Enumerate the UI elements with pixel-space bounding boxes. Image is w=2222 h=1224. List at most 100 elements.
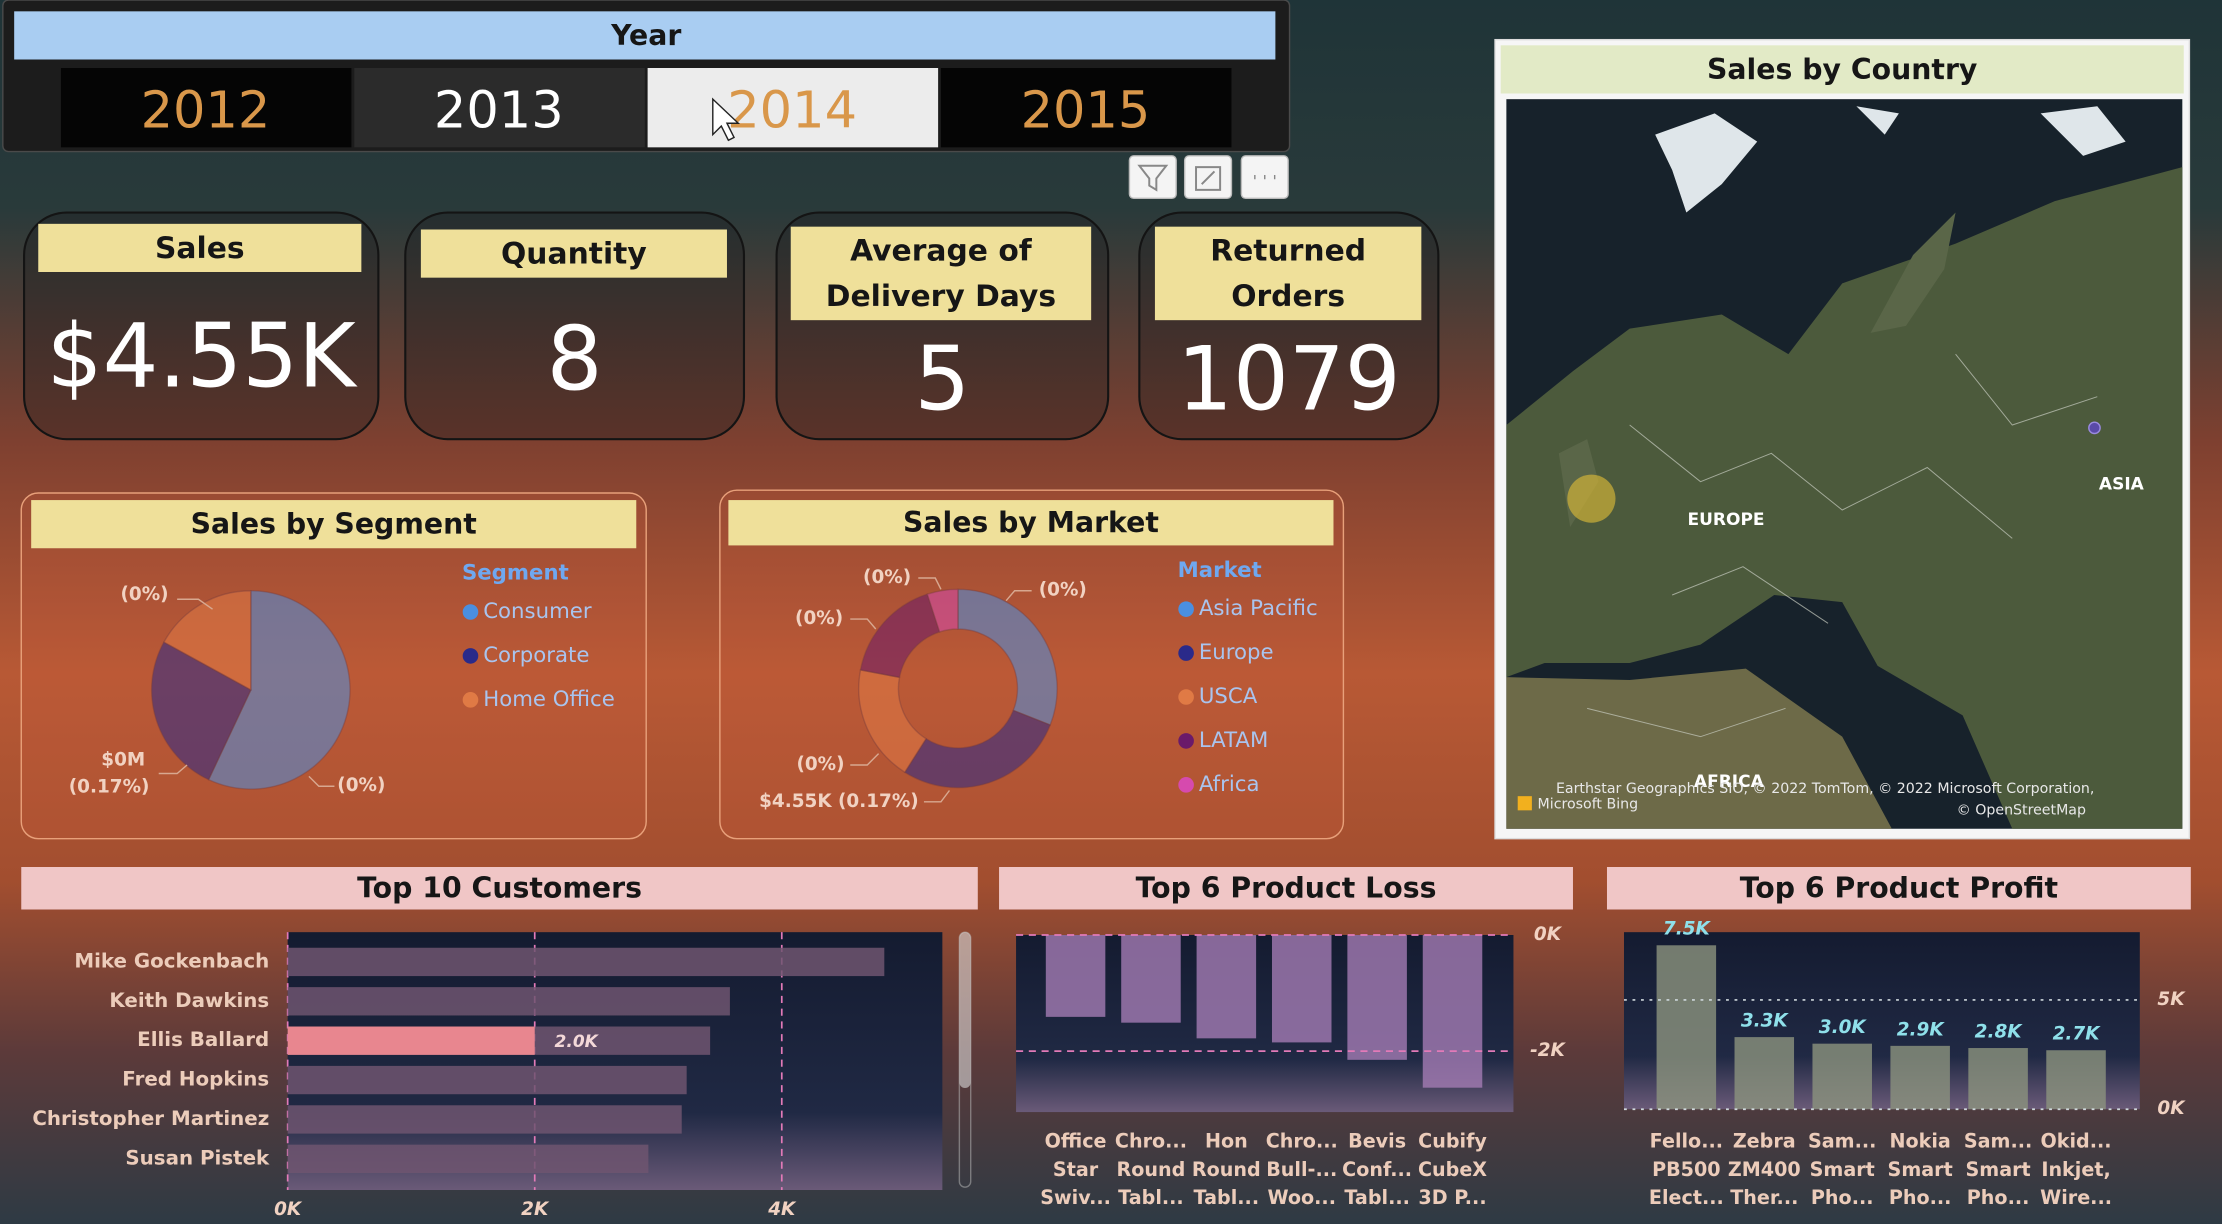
visual-header [21, 867, 978, 910]
legend-dot [462, 692, 479, 708]
borders [1587, 353, 2098, 738]
leader-line [850, 618, 877, 630]
x-category-label-box: Fello... PB500 Elect... [1649, 1131, 1724, 1210]
x-category-label-box: Office Star Swiv... [1040, 1130, 1111, 1210]
x-tick-label: 4K [767, 1199, 797, 1220]
x-category-label: Sam... Smart Pho... [1963, 1130, 2033, 1210]
bar [1121, 935, 1181, 1023]
land [1506, 167, 2183, 829]
kpi-value: 8 [547, 307, 603, 410]
kpi-label-bg [1154, 226, 1422, 321]
year-option: 2014 [727, 81, 857, 140]
legend-label: USCA [1199, 684, 1258, 709]
year-button[interactable] [354, 68, 645, 148]
bar [1734, 1037, 1795, 1110]
visual-header [31, 500, 637, 549]
legend-dot [462, 648, 479, 664]
leader-line [177, 598, 213, 610]
map-label: ASIA [2099, 475, 2145, 495]
slice [858, 669, 928, 774]
legend-dot [462, 604, 479, 620]
slice [162, 590, 252, 692]
data-label: $4.55K (0.17%) [759, 791, 919, 812]
slicer-header [14, 11, 1276, 60]
visual-title: Top 6 Product Loss [1136, 872, 1437, 905]
y-tick-label: -2K [1530, 1040, 1566, 1061]
bar [1422, 935, 1483, 1088]
x-category-label-box: Cubify CubeX 3D P... [1418, 1131, 1487, 1210]
data-label: 7.5K [1663, 919, 1712, 940]
x-category-label: Office Star Swiv... [1040, 1130, 1111, 1210]
bar [1812, 1043, 1872, 1110]
x-category-label: Okid... Inkjet, Wire... [2040, 1130, 2112, 1210]
kpi-label-bg [790, 226, 1092, 321]
bar [1045, 935, 1106, 1017]
data-label: (0%) [121, 584, 169, 605]
bar [2046, 1050, 2106, 1110]
legend-dot [1178, 733, 1194, 749]
y-category-label: Ellis Ballard [137, 1028, 269, 1051]
legend-label: Corporate [483, 643, 589, 668]
map-attribution: Microsoft Bing [1538, 797, 1639, 813]
icon-glyph [1137, 164, 1169, 192]
data-label: 2.0K [555, 1032, 600, 1052]
x-category-label-box: Okid... Inkjet, Wire... [2040, 1130, 2112, 1210]
kpi-value: $4.55K [47, 305, 358, 408]
bing-logo [1517, 796, 1532, 811]
legend-label: Africa [1199, 772, 1260, 797]
data-label: (0%) [863, 567, 911, 588]
slice [903, 709, 1052, 789]
x-category-label: Chro... Round Tabl... [1114, 1130, 1187, 1210]
kpi-label-box: Returned Orders [1210, 233, 1367, 314]
y-category-label: Keith Dawkins [109, 989, 269, 1012]
land [1506, 668, 1892, 829]
scroll-thumb[interactable] [959, 932, 971, 1088]
visual-title: Sales by Market [903, 506, 1159, 539]
kpi-label: Returned Orders [1210, 233, 1367, 314]
bar [287, 987, 730, 1016]
slice [150, 641, 252, 781]
data-label: (0%) [795, 608, 843, 629]
bar [287, 1065, 687, 1095]
map-attribution: Earthstar Geographics SIO, © 2022 TomTom… [1556, 781, 2094, 797]
x-category-label: Sam... Smart Pho... [1807, 1130, 1877, 1210]
slice [859, 593, 941, 679]
map-attribution: © OpenStreetMap [1957, 802, 2086, 818]
year-button[interactable] [647, 68, 939, 148]
bar [1890, 1045, 1950, 1110]
visual-title: Top 6 Product Profit [1740, 872, 2058, 905]
icon-glyph [1195, 166, 1222, 191]
visual-header [999, 867, 1573, 910]
bar [1656, 945, 1717, 1110]
visual-header [1606, 867, 2191, 910]
visual-icon[interactable] [1128, 155, 1177, 200]
data-label: $0M [101, 750, 145, 771]
x-category-label-box: Hon Round Tabl... [1192, 1131, 1261, 1210]
map-bubble [2088, 421, 2101, 435]
y-tick-label: 0K [1534, 924, 1563, 945]
x-tick-label: 2K [521, 1199, 550, 1220]
map-label: AFRICA [1694, 772, 1765, 792]
cursor [712, 97, 741, 142]
year-button[interactable] [60, 68, 352, 148]
legend-dot [1178, 777, 1194, 793]
slice [207, 590, 351, 790]
x-category-label: Chro... Bull-... Woo... [1265, 1130, 1338, 1210]
y-category-label: Mike Gockenbach [74, 949, 269, 972]
legend-label: Asia Pacific [1199, 596, 1318, 621]
year-option: 2013 [434, 81, 564, 140]
data-label: (0.17%) [69, 777, 150, 798]
x-category-label-box: Sam... Smart Pho... [1807, 1130, 1877, 1210]
legend-label: LATAM [1199, 728, 1268, 753]
legend-dot [1178, 601, 1194, 617]
data-label: (0%) [796, 754, 844, 775]
leader-line [158, 764, 188, 775]
y-category-label: Fred Hopkins [122, 1068, 269, 1091]
kpi-label-box: Quantity [501, 237, 647, 271]
kpi-label: Sales [154, 230, 245, 265]
year-button[interactable] [940, 68, 1232, 148]
y-tick-label: 5K [2157, 989, 2186, 1010]
y-category-label: Susan Pistek [125, 1146, 270, 1169]
slicer-title: Year [610, 19, 681, 52]
kpi-label: Average of Delivery Days [825, 233, 1057, 314]
